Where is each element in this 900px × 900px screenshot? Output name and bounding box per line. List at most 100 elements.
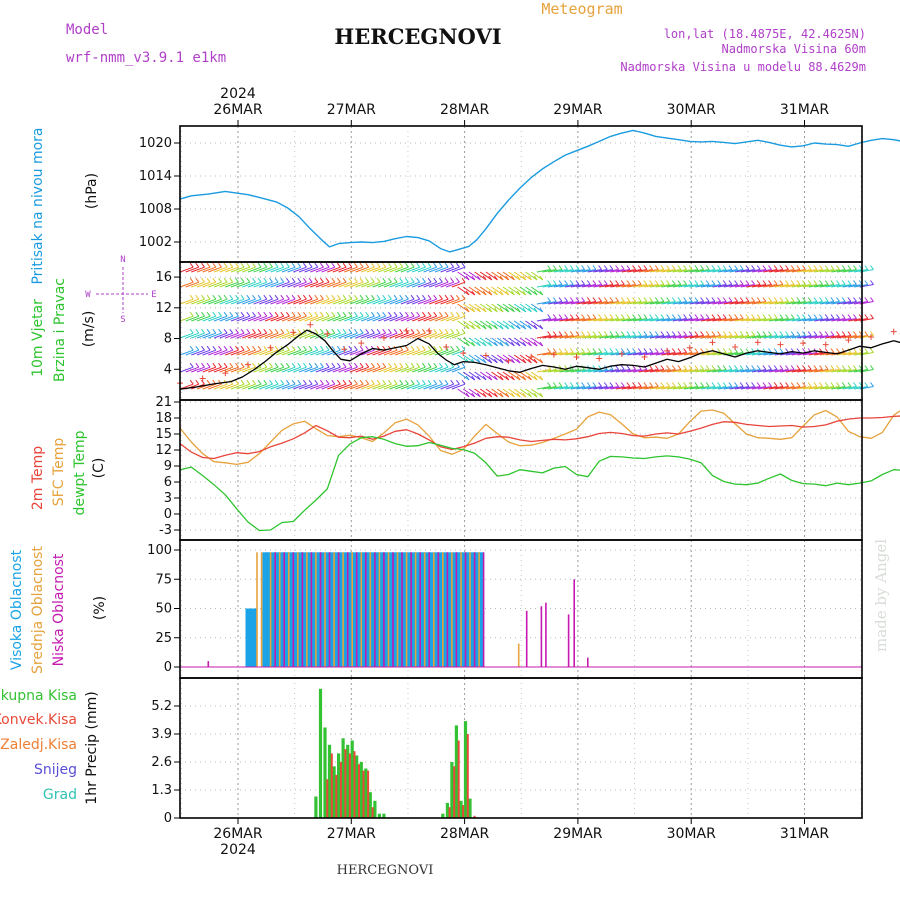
wind-barb-flag [796, 331, 801, 336]
total-rain-bar [355, 755, 359, 818]
wind-barb-flag [488, 358, 493, 364]
wind-barb [213, 281, 228, 288]
wind-barb [202, 315, 216, 322]
wind-barb [701, 318, 715, 322]
wind-barb [185, 298, 199, 305]
total-rain-bar [454, 725, 458, 818]
wind-barb-flag [569, 280, 574, 285]
wind-barb-flag [444, 362, 449, 368]
wind-barb-flag [393, 294, 398, 300]
wind-barb-flag [410, 379, 415, 385]
wind-barb [780, 369, 795, 373]
wind-barb [706, 269, 721, 273]
wind-barb-flag [189, 262, 194, 268]
wind-barb-flag [342, 379, 347, 385]
wind-barb-flag [722, 314, 727, 319]
wind-barb [831, 335, 846, 339]
wind-barb [185, 349, 199, 356]
wind-barb-flag [802, 314, 806, 319]
wind-barb-flag [819, 280, 823, 285]
wind-barb-flag [598, 382, 602, 387]
wind-barb-flag [246, 294, 251, 300]
wind-barb-flag [790, 314, 795, 319]
gust-marker [664, 347, 671, 354]
wind-barb [287, 315, 301, 322]
wind-barb [338, 266, 352, 273]
wind-barb-flag [796, 348, 801, 353]
wind-barb [848, 284, 863, 288]
wind-barb-flag [308, 311, 313, 317]
wind-barb-flag [195, 311, 200, 317]
wind-barb-flag [348, 311, 353, 317]
wind-barb-flag [285, 328, 290, 334]
footer-station: HERCEGNOVI [337, 863, 434, 878]
wind-barb [831, 284, 846, 288]
wind-barb-flag [516, 358, 521, 364]
wind-barb [593, 301, 608, 305]
wind-barb [791, 301, 806, 305]
wind-barb-flag [660, 297, 665, 302]
wind-barb [496, 320, 510, 330]
wind-barb [746, 369, 761, 373]
mid-cloud-bar [269, 552, 272, 667]
wind-barb [842, 386, 857, 390]
wind-barb [213, 332, 228, 339]
wind-barb [701, 269, 715, 273]
wind-barb [576, 284, 591, 288]
wind-barb-flag [528, 341, 532, 347]
wind-barb-flag [433, 328, 438, 334]
total-rain-bar [359, 762, 363, 818]
wind-barb-flag [482, 375, 487, 381]
wind-barb [735, 269, 749, 273]
wind-barb-flag [302, 345, 307, 351]
wind-barb-flag [353, 362, 358, 368]
wind-barb-flag [700, 382, 704, 387]
high-cloud-bar [329, 552, 335, 667]
wind-barb [457, 303, 470, 313]
wind-barb-flag [569, 265, 574, 270]
wind-barb [627, 301, 642, 305]
wind-barb [593, 386, 608, 390]
wind-barb [196, 281, 211, 288]
wind-barb-flag [201, 294, 205, 300]
wind-barb [718, 335, 732, 339]
wind-barb-flag [206, 345, 211, 351]
wind-barb-flag [359, 294, 364, 300]
wind-ylabel-line: 10m Vjetar [30, 299, 46, 377]
wind-barb-flag [438, 379, 443, 385]
wind-barb-flag [598, 331, 602, 336]
wind-barb-flag [359, 262, 364, 268]
wind-barb [536, 269, 551, 273]
wind-barb [191, 315, 205, 322]
wind-barb-flag [847, 297, 852, 302]
wind-barb [378, 349, 392, 356]
gust-marker [380, 334, 387, 341]
wind-barb-flag [325, 262, 330, 268]
wind-barb [814, 301, 829, 305]
wind-barb-flag [603, 331, 608, 336]
wind-barb-flag [465, 290, 470, 296]
wind-barb-flag [739, 365, 744, 370]
y-tick-label: 15 [155, 427, 172, 442]
wind-barb [468, 303, 481, 313]
wind-barb [633, 318, 647, 322]
wind-barb-flag [643, 382, 648, 387]
wind-barb [304, 298, 318, 305]
wind-barb [457, 286, 470, 296]
wind-barb [525, 371, 538, 381]
wind-barb-flag [493, 324, 498, 330]
wind-barb [650, 318, 664, 322]
wind-barb [412, 281, 426, 288]
wind-barb [712, 284, 727, 288]
wind-barb [264, 315, 279, 322]
gust-marker [641, 353, 648, 360]
wind-barb-flag [700, 331, 704, 336]
wind-barb [650, 352, 664, 356]
wind-barb [242, 366, 256, 373]
wind-barb-flag [416, 311, 421, 317]
wind-barb [434, 349, 449, 356]
wind-barb [236, 266, 250, 273]
wind-barb [423, 315, 437, 322]
high-cloud-bar [288, 552, 294, 667]
wind-barb-flag [274, 328, 279, 334]
